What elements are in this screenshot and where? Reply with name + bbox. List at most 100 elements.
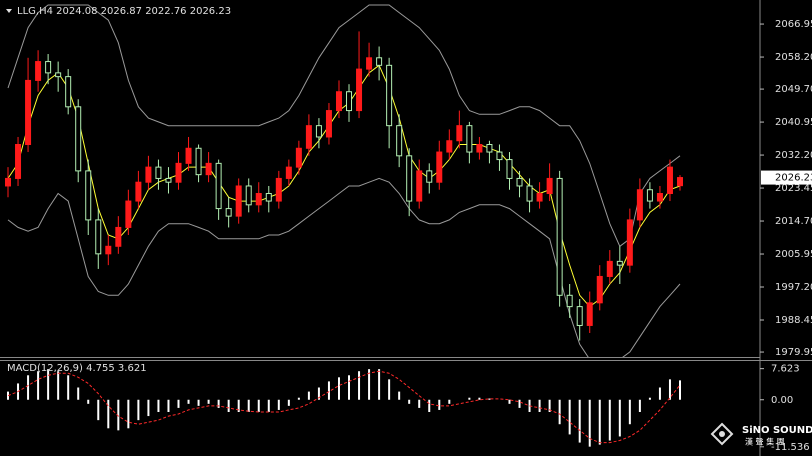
candle-body [556,177,563,296]
y-tick-label: 2066.95 [775,19,812,30]
candle-body [25,79,32,146]
candle-body [426,170,433,183]
candle-body [15,144,22,179]
candle-body [115,226,122,247]
y-tick-label: -11.536 [771,442,810,453]
y-tick-label: 2040.95 [775,117,812,128]
candle-body [245,185,252,206]
candle-body [215,162,222,210]
candle-body [65,76,72,108]
candle-body [436,151,443,183]
watermark: SiNO SOUND 漢 聲 集 團 [710,422,812,447]
candle-body [125,200,132,228]
candle-body [35,61,42,81]
candle-body [666,166,673,195]
y-tick-label: 2023.45 [775,183,812,194]
candle-body [516,177,523,187]
price-marker [761,170,812,185]
y-tick-label: 7.623 [771,364,800,375]
macd-title: MACD(12,26,9) 4.755 3.621 [7,363,147,374]
candle-body [85,170,92,221]
candle-body [346,91,353,112]
candle-body [255,193,262,206]
candle-body [285,166,292,179]
candle-body [205,162,212,176]
y-tick-label: 1979.95 [775,347,812,358]
candle-body [506,159,513,179]
candle-body [406,155,413,202]
candle-body [225,208,232,217]
candle-body [486,144,493,153]
y-tick-label: 2058.20 [775,52,812,63]
y-tick-label: 2014.70 [775,216,812,227]
candle-body [456,125,463,142]
price-panel [5,4,683,357]
chart-title: LLG,H4 2024.08 2026.87 2022.76 2026.23 [17,6,231,17]
line [7,4,681,248]
candle-body [135,181,142,202]
candle-body [566,294,573,308]
candle-body [596,275,603,304]
candle-body [586,302,593,326]
candle-body [265,193,272,202]
candle-body [476,144,483,153]
macd-panel [7,369,681,447]
candle-body [576,306,583,326]
y-tick-label: 2032.20 [775,150,812,161]
candle-body [396,125,403,157]
candle-body [175,162,182,183]
candle-body [335,91,342,112]
brand-subtitle: 漢 聲 集 團 [745,437,785,447]
candle-body [325,110,332,138]
candle-body [536,193,543,202]
candle-body [496,151,503,161]
candle-body [677,177,683,187]
candle-body [366,57,373,70]
candle-body [526,185,533,202]
candle-body [546,177,553,195]
candle-body [305,125,312,149]
candle-body [55,72,62,78]
candle-body [275,177,282,202]
y-tick-label: 0.00 [771,395,793,406]
candle-body [165,177,172,183]
candle-body [95,219,102,255]
candle-body [45,61,52,74]
y-tick-label: 2049.70 [775,84,812,95]
y-tick-label: 1997.20 [775,282,812,293]
candle-body [105,245,112,255]
candle-body [5,177,11,187]
y-tick-label: 2005.95 [775,249,812,260]
candle-body [416,170,423,202]
menu-arrow[interactable] [6,9,12,13]
logo-icon [710,422,734,446]
line [7,177,681,357]
candle-body [606,260,613,277]
candle-body [295,147,302,168]
current-price: 2026.23 [775,173,812,184]
candle-body [656,193,663,202]
candle-body [315,125,322,138]
candle-body [356,68,363,112]
candle-body [75,106,82,172]
candle-body [446,140,453,153]
logo-dot [719,431,725,437]
line [7,370,681,444]
candle-body [616,260,623,266]
candle-body [626,219,633,266]
candle-body [195,147,202,176]
candle-body [185,147,192,164]
candle-body [155,166,162,179]
candle-body [466,125,473,153]
brand: SiNO SOUND [742,425,812,436]
candle-body [646,189,653,202]
candle-body [235,185,242,217]
y-tick-label: 1988.45 [775,315,812,326]
candle-body [145,166,152,183]
candle-body [636,189,643,221]
candle-body [376,57,383,66]
candle-body [386,64,393,127]
